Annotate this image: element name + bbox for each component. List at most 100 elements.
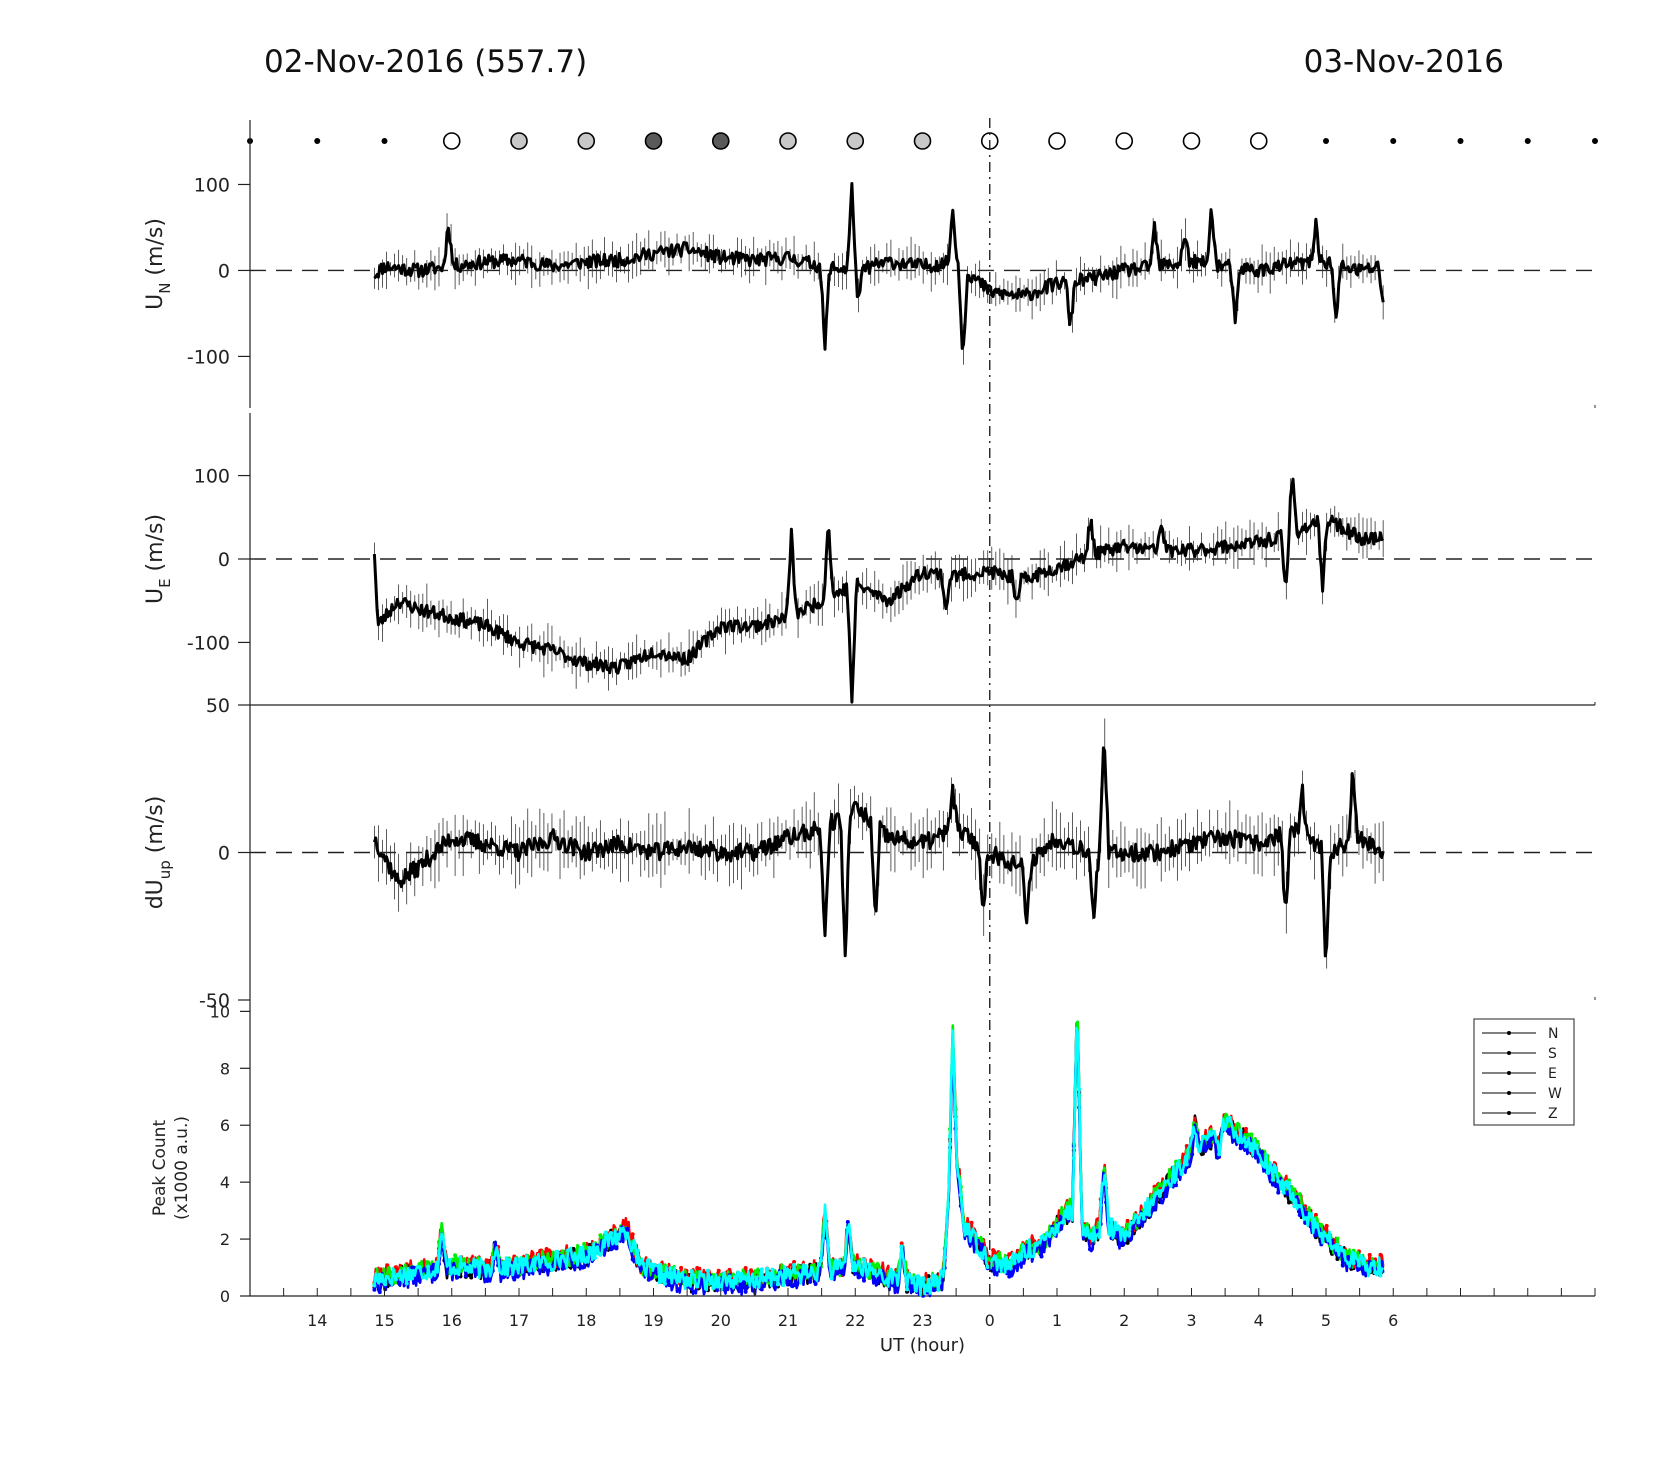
series-point — [974, 1249, 979, 1254]
series-point — [1050, 1226, 1055, 1231]
series-point — [1125, 1240, 1130, 1245]
series-point — [1378, 1273, 1383, 1278]
legend-label: S — [1548, 1046, 1557, 1062]
series-point — [1217, 1152, 1222, 1157]
series-point — [1287, 1181, 1292, 1186]
series-point — [480, 1260, 485, 1265]
series-point — [1227, 1131, 1232, 1136]
series-point — [431, 1270, 436, 1275]
series-point — [1098, 1202, 1103, 1207]
series-point — [501, 1275, 506, 1280]
series-point — [571, 1257, 576, 1262]
series-point — [1324, 1233, 1329, 1238]
series-point — [1292, 1187, 1297, 1192]
series-point — [958, 1192, 963, 1197]
series-point — [754, 1270, 759, 1275]
legend-label: W — [1548, 1086, 1562, 1102]
series-point — [549, 1256, 554, 1261]
series-point — [1104, 1182, 1109, 1187]
series-point — [1087, 1235, 1092, 1240]
series-point — [802, 1271, 807, 1276]
series-point — [1287, 1200, 1292, 1205]
legend-marker — [1507, 1111, 1511, 1115]
series-point — [1319, 1232, 1324, 1237]
legend-box — [1473, 1018, 1575, 1126]
series-point — [883, 1280, 888, 1285]
series-point — [630, 1257, 635, 1262]
series-point — [808, 1272, 813, 1277]
series-point — [894, 1273, 899, 1278]
series-point — [1340, 1248, 1345, 1253]
series-point — [1367, 1269, 1372, 1274]
series-point — [566, 1248, 571, 1253]
series-point — [711, 1285, 716, 1290]
series-point — [1249, 1142, 1254, 1147]
series-point — [1238, 1128, 1243, 1133]
series-point — [393, 1265, 398, 1270]
series-point — [383, 1287, 388, 1292]
series-point — [1243, 1144, 1248, 1149]
y-tick-label: -50 — [199, 990, 230, 1012]
x-tick-label: 21 — [778, 1311, 798, 1330]
series-point — [1260, 1160, 1265, 1165]
series-point — [1206, 1134, 1211, 1139]
series-point — [1367, 1252, 1372, 1257]
series-point — [410, 1276, 415, 1281]
series-point — [1190, 1134, 1195, 1139]
legend-marker — [1507, 1071, 1511, 1075]
series-point — [910, 1287, 915, 1292]
series-point — [571, 1246, 576, 1251]
series-N — [372, 1022, 1385, 1297]
series-point — [555, 1249, 560, 1254]
series-point — [636, 1248, 641, 1253]
x-tick-label: 4 — [1254, 1311, 1264, 1330]
series-point — [835, 1266, 840, 1271]
series-point — [1319, 1222, 1324, 1227]
series-point — [948, 1134, 953, 1139]
series-point — [851, 1268, 856, 1273]
series-point — [453, 1253, 458, 1258]
series-point — [1190, 1152, 1195, 1157]
moon-marker-open — [1249, 132, 1268, 150]
moon-marker-dot — [381, 138, 388, 144]
series-point — [985, 1265, 990, 1270]
series-point — [485, 1258, 490, 1263]
series-point — [991, 1256, 996, 1261]
series-point — [953, 1116, 958, 1121]
series-point — [759, 1287, 764, 1292]
series-point — [1109, 1217, 1114, 1222]
series-point — [867, 1275, 872, 1280]
series-point — [1168, 1183, 1173, 1188]
series-point — [1276, 1190, 1281, 1195]
series-point — [549, 1267, 554, 1272]
series-point — [1174, 1183, 1179, 1188]
series-point — [447, 1257, 452, 1262]
series-E — [372, 1020, 1385, 1294]
moon-marker-dark — [711, 132, 730, 150]
series-point — [1130, 1220, 1135, 1225]
series-point — [1061, 1220, 1066, 1225]
moon-marker-dot — [1524, 138, 1531, 144]
moon-marker-dot — [1457, 138, 1464, 144]
series-point — [1373, 1270, 1378, 1275]
panel-east-wind: 100 0 -100 UE (m/s) — [143, 413, 1596, 706]
series-point — [905, 1287, 910, 1292]
series-point — [926, 1277, 931, 1282]
series-point — [1028, 1254, 1033, 1259]
x-tick-label: 14 — [307, 1311, 327, 1330]
series-point — [980, 1239, 985, 1244]
series-point — [749, 1277, 754, 1282]
series-point — [797, 1273, 802, 1278]
y-tick-label: -100 — [187, 346, 230, 368]
series-point — [657, 1280, 662, 1285]
series-point — [652, 1262, 657, 1267]
series-point — [1141, 1216, 1146, 1221]
series-point — [1200, 1134, 1205, 1139]
series-point — [410, 1265, 415, 1270]
x-tick-label: 16 — [442, 1311, 462, 1330]
x-tick-label: 0 — [985, 1311, 995, 1330]
moon-marker-dot — [1592, 138, 1598, 144]
series-point — [996, 1258, 1001, 1263]
series-point — [1120, 1227, 1125, 1232]
